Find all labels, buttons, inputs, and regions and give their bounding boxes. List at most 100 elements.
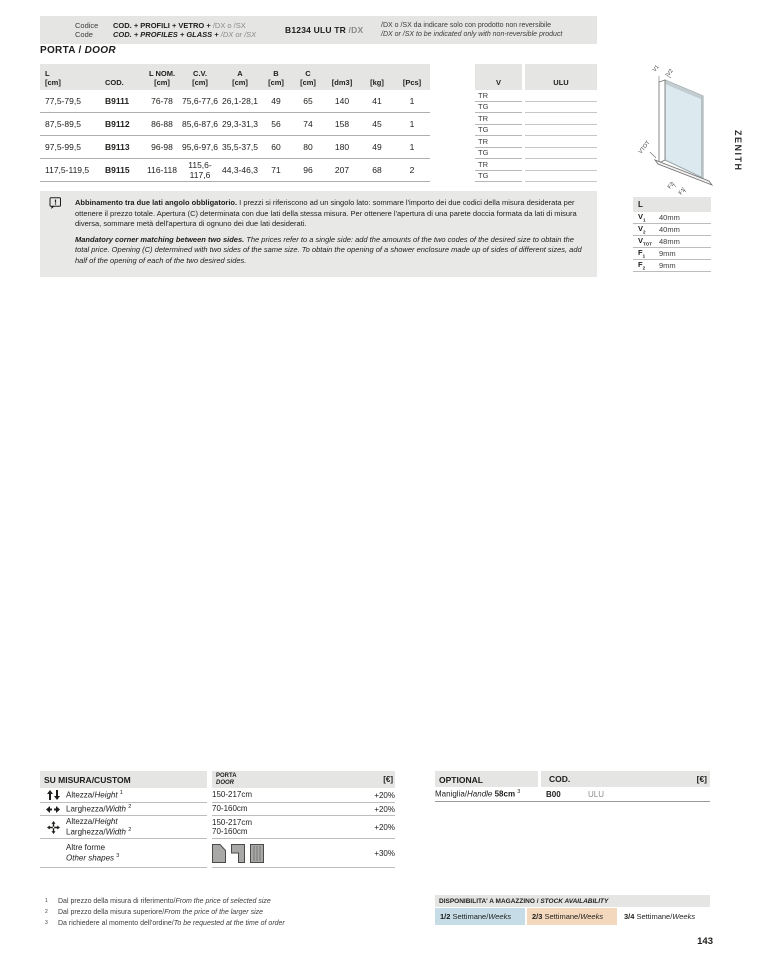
glass-option-tg: TG <box>475 102 522 113</box>
vertical-arrows-icon <box>40 790 66 800</box>
glass-option-tr: TR <box>475 90 522 102</box>
custom-row-other-shapes: Altre forme Other shapes 3 +30% <box>40 839 395 868</box>
cell-cod: B9111 <box>105 96 130 106</box>
cell-a: 26,1-28,1 <box>222 96 258 106</box>
code-header-bar: Codice Code COD. + PROFILI + VETRO + /DX… <box>40 16 597 44</box>
optional-title: OPTIONAL <box>435 771 538 787</box>
footnote: 1 Dal prezzo della misura di riferimento/… <box>45 898 271 905</box>
cell-b: 71 <box>271 165 281 175</box>
glass-type-cell: TR TG <box>475 90 522 113</box>
cell-l: 97,5-99,5 <box>45 142 81 152</box>
sample-code: B1234 ULU TR /DX <box>285 25 364 35</box>
glass-option-tg: TG <box>475 148 522 159</box>
cell-dm3: 140 <box>334 96 350 106</box>
footnote: 3 Da richiedere al momento dell'ordine/To… <box>45 920 285 927</box>
table-row: 117,5-119,5 B9115 116-118 115,6-117,6 44… <box>40 159 597 182</box>
dim-label-v2: V2 <box>666 68 675 77</box>
cell-cod: B9113 <box>105 142 130 152</box>
optional-glass: ULU <box>588 789 605 799</box>
custom-surcharge: +20% <box>322 803 395 816</box>
profile-table-header: L <box>633 197 711 212</box>
custom-header: SU MISURA/CUSTOM PORTA DOOR [€] <box>40 771 395 788</box>
cell-cod: B9112 <box>105 119 130 129</box>
col-header-l: L [cm] <box>45 69 61 87</box>
cell-pcs: 1 <box>409 119 415 129</box>
glass-option-tg: TG <box>475 125 522 136</box>
cell-b: 56 <box>271 119 281 129</box>
shape-glyphs <box>212 843 322 863</box>
price-line <box>525 113 597 125</box>
glass-option-tr: TR <box>475 136 522 148</box>
hatched-panel-icon <box>250 843 264 863</box>
cell-pcs: 1 <box>409 96 415 106</box>
reversibility-note: /DX o /SX da indicare solo con prodotto … <box>381 21 597 39</box>
table-header-row: L [cm] COD. L NOM. [cm] C.V. [cm] A [cm] B [c… <box>40 64 597 90</box>
cell-cod: B9115 <box>105 165 130 175</box>
cell-cv: 115,6-117,6 <box>188 160 212 180</box>
cell-c: 74 <box>303 119 313 129</box>
product-table: L [cm] COD. L NOM. [cm] C.V. [cm] A [cm] B [c… <box>40 64 597 182</box>
price-line <box>525 171 597 182</box>
table-row: 87,5-89,5 B9112 86-88 85,6-87,6 29,3-31,… <box>40 113 597 136</box>
price-line <box>525 90 597 102</box>
dim-label-vtot: VTOT <box>638 140 652 156</box>
price-line <box>525 136 597 148</box>
custom-range: 150-217cm 70-160cm <box>212 816 322 839</box>
col-header-glass-type: V <box>475 64 522 90</box>
col-header-finish-ulu: ULU <box>525 64 597 90</box>
glass-type-cell: TR TG <box>475 113 522 136</box>
optional-section: OPTIONAL COD. [€] Maniglia/Handle 58cm 3… <box>435 771 710 802</box>
profile-row: V2 40mm <box>633 224 711 236</box>
sample-code-suffix: /DX <box>348 25 364 35</box>
footnote: 2 Dal prezzo della misura superiore/From … <box>45 909 264 916</box>
custom-size-section: SU MISURA/CUSTOM PORTA DOOR [€] Altezza/H… <box>40 771 395 868</box>
code-formula: COD. + PROFILI + VETRO + /DX o /SX COD. … <box>113 21 285 40</box>
col-header-b: B [cm] <box>268 69 284 87</box>
profile-row: VTOT 48mm <box>633 236 711 248</box>
price-cell <box>525 159 597 182</box>
horizontal-arrows-icon <box>40 805 66 813</box>
cell-lnom: 116-118 <box>147 165 177 175</box>
profile-row: F2 9mm <box>633 260 711 272</box>
cell-a: 44,3-46,3 <box>222 165 258 175</box>
glass-option-tg: TG <box>475 171 522 182</box>
custom-row-height: Altezza/Height 1 150-217cm +20% <box>40 788 395 803</box>
cell-lnom: 96-98 <box>151 142 173 152</box>
series-name-vertical: ZENITH <box>733 130 743 172</box>
cell-cv: 85,6-87,6 <box>182 119 218 129</box>
cell-c: 65 <box>303 96 313 106</box>
cell-kg: 45 <box>372 119 382 129</box>
note-text: Abbinamento tra due lati angolo obbligat… <box>75 198 585 266</box>
col-header-c: C [cm] <box>300 69 316 87</box>
stock-cell-2-3-weeks: 2/3 Settimane/Weeks <box>527 908 617 925</box>
corner-matching-note: Abbinamento tra due lati angolo obbligat… <box>40 191 597 277</box>
dim-label-v1: V1 <box>652 64 661 73</box>
cell-dm3: 180 <box>334 142 350 152</box>
cell-kg: 49 <box>372 142 382 152</box>
left-profile <box>658 79 666 164</box>
glass-option-tr: TR <box>475 159 522 171</box>
col-header-cod: COD. <box>105 77 124 87</box>
reversibility-note-en: /DX or /SX to be indicated only with non… <box>381 31 563 38</box>
stock-availability: DISPONIBILITA' A MAGAZZINO / STOCK AVAIL… <box>435 895 710 925</box>
glass-top-edge <box>665 80 703 100</box>
cell-a: 29,3-31,3 <box>222 119 258 129</box>
price-line <box>525 102 597 113</box>
angled-panel-icon <box>212 843 226 863</box>
price-cell <box>525 90 597 113</box>
cell-c: 96 <box>303 165 313 175</box>
custom-surcharge: +30% <box>322 839 395 868</box>
code-label-en: Code <box>75 30 93 39</box>
cell-cv: 95,6-97,6 <box>182 142 218 152</box>
optional-code: B00 <box>546 789 561 799</box>
code-label: Codice Code <box>75 21 113 40</box>
bottom-rail <box>653 159 714 186</box>
cell-dm3: 158 <box>334 119 350 129</box>
stock-cell-3-4-weeks: 3/4 Settimane/Weeks <box>619 908 710 925</box>
cell-b: 49 <box>271 96 281 106</box>
custom-surcharge: +20% <box>322 788 395 803</box>
glass-type-cell: TR TG <box>475 159 522 182</box>
optional-row-handle: Maniglia/Handle 58cm 3 B00 ULU <box>435 787 710 802</box>
cell-l: 77,5-79,5 <box>45 96 81 106</box>
col-header-cv: C.V. [cm] <box>192 69 208 87</box>
